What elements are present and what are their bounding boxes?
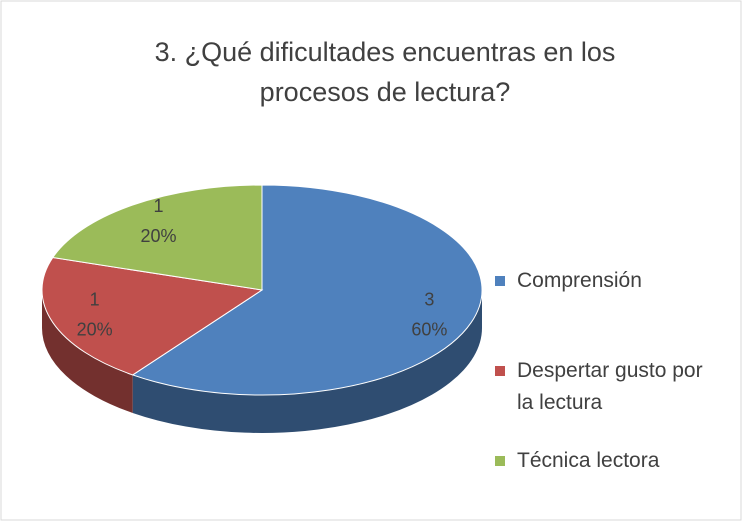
legend-label: Comprensión xyxy=(517,269,642,292)
chart-title: 3. ¿Qué dificultades encuentras en los p… xyxy=(154,37,616,107)
legend: Comprensión Despertar gusto por la lectur… xyxy=(495,265,735,477)
slice xyxy=(51,184,263,291)
slice xyxy=(131,184,483,396)
legend-swatch xyxy=(495,276,505,286)
data-label: 20% xyxy=(141,226,177,246)
data-label: 1 xyxy=(154,196,164,216)
slice xyxy=(41,257,264,376)
legend-swatch xyxy=(495,456,505,466)
data-label: 3 xyxy=(424,290,434,310)
legend-swatch xyxy=(495,366,505,376)
slice-side xyxy=(41,290,133,413)
data-label: 20% xyxy=(77,320,113,340)
slice-side xyxy=(132,290,482,433)
legend-item: Comprensión xyxy=(495,265,717,297)
legend-label: Despertar gusto por la lectura xyxy=(517,359,703,414)
legend-item: Despertar gusto por la lectura xyxy=(495,355,717,419)
data-label: 60% xyxy=(411,320,447,340)
legend-label: Técnica lectora xyxy=(517,449,660,472)
data-label: 1 xyxy=(90,290,100,310)
legend-item: Técnica lectora xyxy=(495,445,717,477)
